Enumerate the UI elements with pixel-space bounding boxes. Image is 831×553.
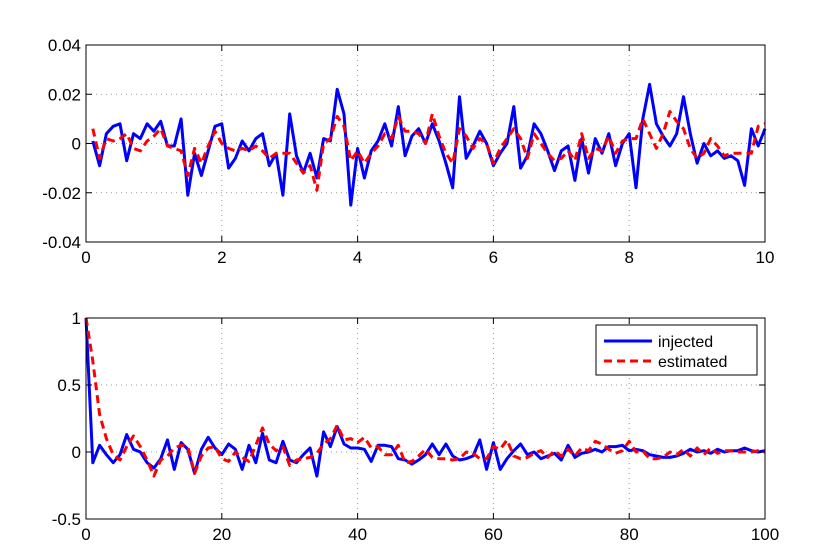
- bottom-x-tick-label: 0: [81, 525, 90, 544]
- legend-estimated-label: estimated: [658, 354, 727, 371]
- bottom-x-tick-label: 40: [348, 525, 367, 544]
- top-axes-box: [85, 44, 766, 243]
- bottom-y-tick-labels: 1 0.5 0 -0.5: [52, 309, 81, 529]
- top-y-tick-label: -0.02: [42, 184, 81, 203]
- top-series-lines: [91, 82, 767, 207]
- top-x-tick-label: 2: [217, 248, 226, 267]
- bottom-x-tick-label: 20: [212, 525, 231, 544]
- bottom-series-lines: [84, 317, 766, 478]
- top-y-tick-labels: 0.04 0.02 0 -0.02 -0.04: [42, 36, 81, 252]
- top-x-tick-label: 6: [489, 248, 498, 267]
- bottom-x-tick-label: 60: [484, 525, 503, 544]
- legend-injected-label: injected: [658, 334, 713, 351]
- top-subplot: 0 2 4 6 8 10 0.04 0.02 0 -0.02 -0.04: [42, 36, 774, 267]
- bottom-y-tick-label: 0.5: [57, 376, 81, 395]
- top-x-tick-label: 10: [756, 248, 775, 267]
- top-x-tick-label: 4: [353, 248, 362, 267]
- top-series-estimated-line: [91, 110, 766, 192]
- bottom-x-tick-label: 80: [620, 525, 639, 544]
- top-y-tick-label: 0.04: [48, 36, 81, 55]
- top-y-tick-label: 0.02: [48, 85, 81, 104]
- bottom-axes-box: [85, 317, 766, 520]
- legend: injected estimated: [595, 324, 758, 376]
- bottom-y-tick-label: 1: [72, 309, 81, 328]
- top-y-tick-label: -0.04: [42, 233, 81, 252]
- top-y-tick-label: 0: [72, 135, 81, 154]
- top-x-tick-label: 0: [81, 248, 90, 267]
- bottom-x-tick-labels: 0 20 40 60 80 100: [81, 525, 779, 544]
- top-x-tick-label: 8: [624, 248, 633, 267]
- legend-box: [595, 324, 758, 376]
- bottom-y-tick-label: 0: [72, 443, 81, 462]
- bottom-x-tick-label: 100: [751, 525, 779, 544]
- bottom-y-tick-label: -0.5: [52, 510, 81, 529]
- bottom-gridlines: [86, 318, 765, 519]
- bottom-series-injected-line: [84, 317, 766, 478]
- top-x-tick-labels: 0 2 4 6 8 10: [81, 248, 774, 267]
